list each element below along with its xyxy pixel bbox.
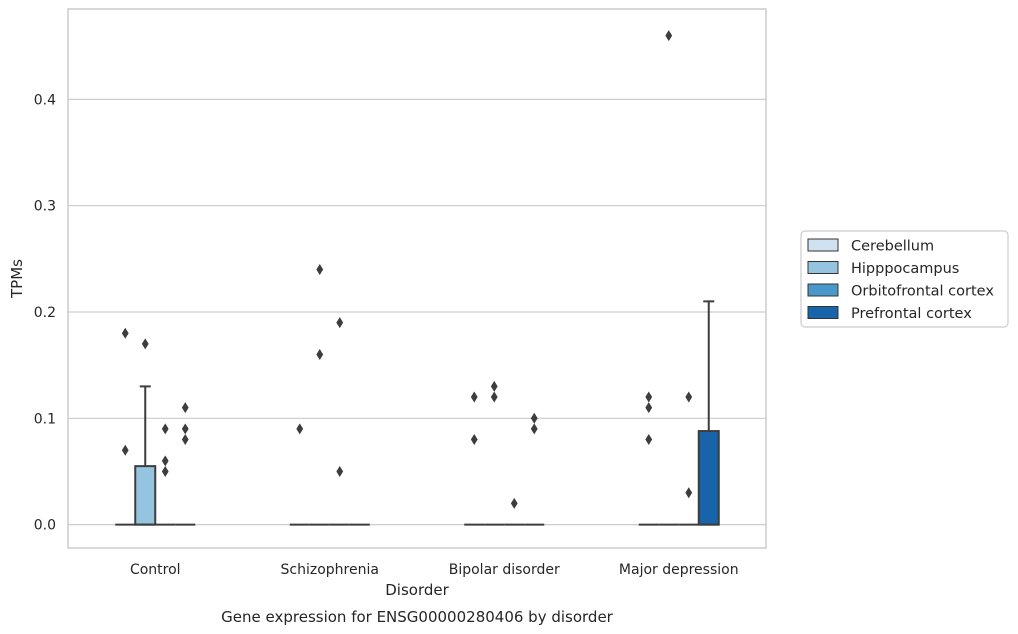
box-1-3: [658, 30, 679, 526]
outlier-point: [490, 391, 498, 403]
outlier-point: [530, 423, 538, 435]
box-body: [697, 430, 720, 526]
box-body: [134, 465, 157, 526]
legend-swatch: [807, 261, 839, 274]
outlier-point: [665, 30, 673, 42]
box-1-1: [309, 263, 330, 526]
y-tick-label: 0.3: [34, 199, 56, 215]
box-2-0: [155, 423, 176, 526]
y-tick-label: 0.1: [34, 411, 56, 427]
box-0-0: [115, 327, 136, 526]
outlier-point: [296, 423, 304, 435]
outlier-point: [336, 317, 344, 329]
outlier-point: [645, 402, 653, 414]
plot-frame: [67, 8, 767, 549]
outlier-point: [161, 455, 169, 467]
legend-label: Prefrontal cortex: [851, 306, 972, 322]
box-3-2: [524, 412, 545, 526]
y-axis-ticks: 0.0 0.1 0.2 0.3 0.4: [34, 92, 56, 533]
x-tick-label: Control: [130, 562, 181, 578]
legend-label: Orbitofrontal cortex: [851, 284, 994, 300]
box-plot-area: [115, 30, 720, 526]
outlier-point: [510, 497, 518, 509]
outlier-point: [336, 465, 344, 477]
outlier-point: [685, 391, 693, 403]
legend-swatch: [807, 238, 839, 252]
legend-swatch: [807, 283, 839, 297]
legend: Cerebellum Hipppocampus Orbitofrontal cort…: [800, 230, 1009, 328]
legend-label: Cerebellum: [851, 239, 934, 255]
outlier-point: [645, 391, 653, 403]
legend-swatch: [807, 306, 839, 319]
legend-frame: [800, 230, 1009, 328]
box-0-2: [464, 391, 485, 526]
y-axis-label: TPMs: [8, 259, 26, 299]
box-2-3: [678, 391, 699, 526]
outlier-point: [181, 434, 189, 446]
box-1-2: [484, 380, 505, 526]
outlier-point: [161, 423, 169, 435]
box-0-3: [638, 391, 659, 526]
y-tick-label: 0.4: [34, 92, 56, 108]
x-axis-label: Disorder: [385, 581, 449, 599]
outlier-point: [121, 327, 129, 339]
box-3-3: [697, 300, 720, 526]
box-2-1: [329, 317, 350, 526]
outlier-point: [141, 338, 149, 350]
x-axis-ticks: Control Schizophrenia Bipolar disorder Majo…: [130, 562, 739, 578]
outlier-point: [316, 263, 324, 275]
box-1-0: [134, 338, 157, 526]
x-tick-label: Major depression: [619, 562, 739, 578]
outlier-point: [530, 412, 538, 424]
outlier-point: [470, 391, 478, 403]
outlier-point: [470, 434, 478, 446]
y-tick-label: 0.2: [34, 305, 56, 321]
box-0-1: [289, 423, 310, 526]
gridlines: [68, 98, 766, 526]
legend-label: Hipppocampus: [851, 261, 959, 277]
outlier-point: [316, 349, 324, 361]
outlier-point: [645, 434, 653, 446]
outlier-point: [685, 487, 693, 499]
y-tick-label: 0.0: [34, 518, 56, 534]
chart-title: Gene expression for ENSG00000280406 by d…: [221, 608, 614, 626]
outlier-point: [181, 402, 189, 414]
outlier-point: [161, 465, 169, 477]
x-tick-label: Bipolar disorder: [449, 562, 560, 578]
box-3-0: [175, 402, 196, 526]
x-tick-label: Schizophrenia: [281, 562, 379, 578]
box-2-2: [504, 497, 525, 526]
outlier-point: [490, 380, 498, 392]
outlier-point: [181, 423, 189, 435]
outlier-point: [121, 444, 129, 456]
